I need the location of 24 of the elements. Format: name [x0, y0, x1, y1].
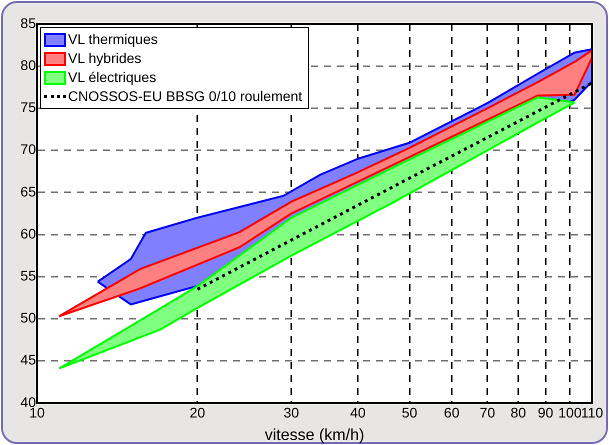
legend-label: VL électriques — [68, 68, 156, 87]
x-tick-label: 100 — [558, 404, 582, 420]
x-tick-label: 40 — [350, 404, 366, 420]
y-tick-label: 45 — [20, 352, 36, 368]
legend-label: VL hybrides — [68, 49, 142, 68]
x-tick-label: 30 — [283, 404, 300, 420]
x-tick-label: 80 — [510, 404, 526, 420]
y-tick-label: 75 — [20, 99, 36, 116]
x-tick-label: 110 — [580, 404, 604, 420]
y-tick-label: 80 — [20, 56, 36, 73]
x-tick-label: 60 — [444, 404, 460, 420]
legend-label: CNOSSOS-EU BBSG 0/10 roulement — [68, 87, 302, 106]
y-tick-label: 60 — [20, 225, 36, 242]
x-tick-label: 20 — [190, 404, 206, 420]
x-tick-label: 50 — [402, 404, 418, 420]
y-tick-label: 70 — [20, 141, 36, 158]
x-axis-title: vitesse (km/h) — [264, 426, 364, 444]
x-tick-label: 90 — [538, 404, 554, 420]
legend-label: VL thermiques — [68, 30, 158, 49]
y-tick-label: 65 — [20, 183, 36, 200]
y-tick-label: 55 — [20, 268, 36, 284]
y-tick-label: 85 — [20, 14, 36, 31]
y-tick-label: 50 — [20, 310, 36, 326]
x-tick-label: 70 — [480, 404, 496, 420]
